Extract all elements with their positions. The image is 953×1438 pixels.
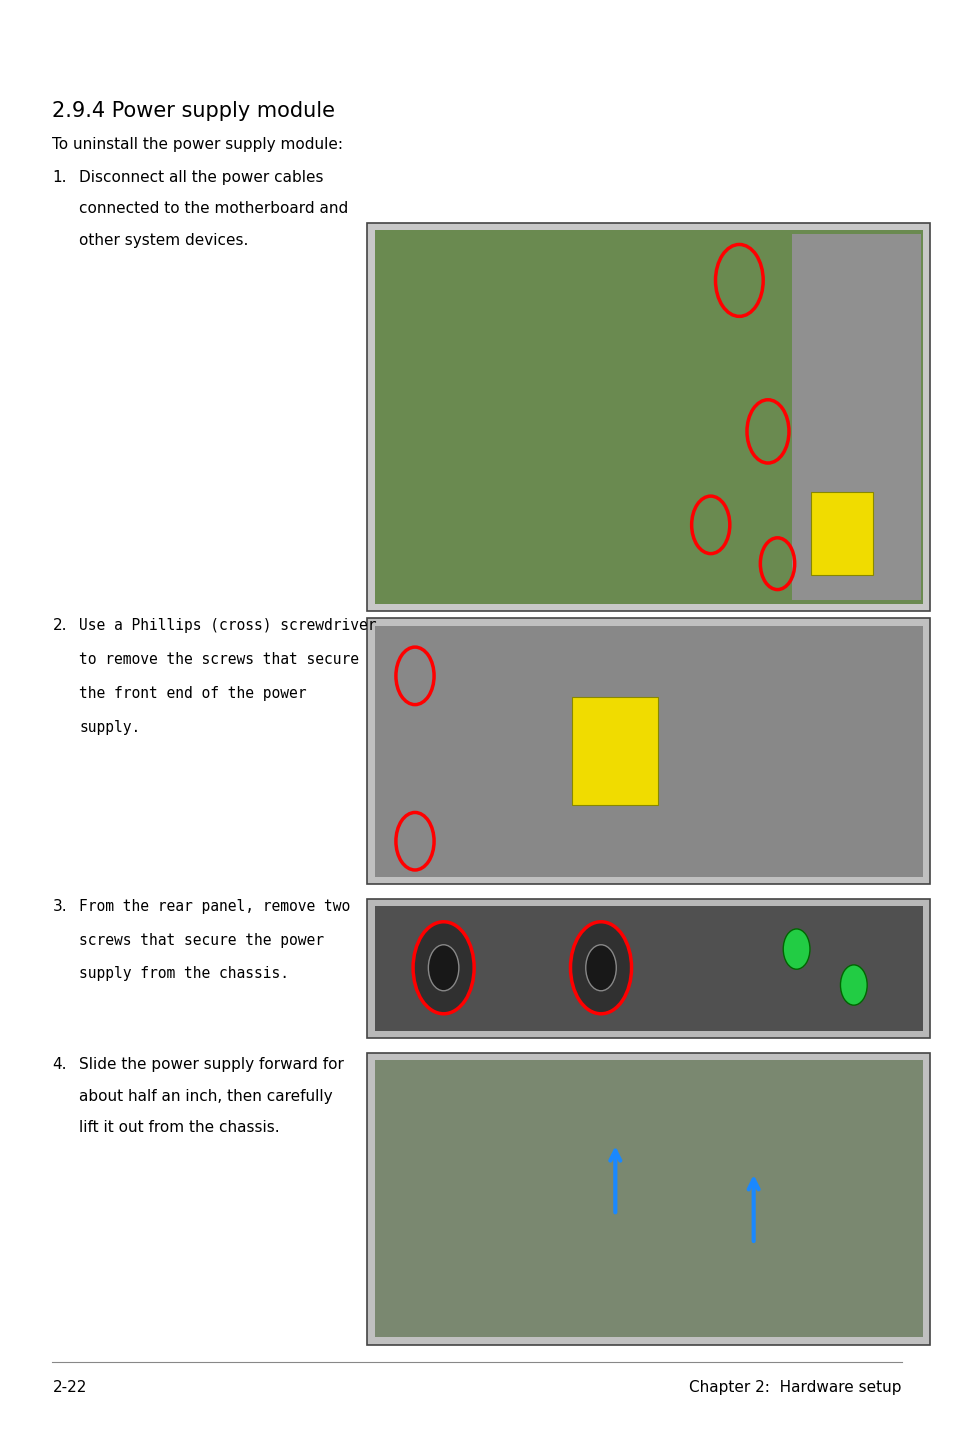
Circle shape <box>782 929 809 969</box>
Text: supply.: supply. <box>79 720 140 735</box>
Bar <box>375 626 922 877</box>
Bar <box>367 618 929 884</box>
Bar <box>810 492 872 575</box>
Bar <box>375 230 922 604</box>
Text: Slide the power supply forward for: Slide the power supply forward for <box>79 1057 344 1071</box>
Text: 2.: 2. <box>52 618 67 633</box>
Text: Use a Phillips (cross) screwdriver: Use a Phillips (cross) screwdriver <box>79 618 376 633</box>
Text: 1.: 1. <box>52 170 67 184</box>
Text: Chapter 2:  Hardware setup: Chapter 2: Hardware setup <box>688 1380 901 1395</box>
Circle shape <box>428 945 458 991</box>
Text: supply from the chassis.: supply from the chassis. <box>79 966 289 981</box>
Bar <box>367 223 929 611</box>
Bar <box>375 906 922 1031</box>
Circle shape <box>413 922 474 1014</box>
Text: 4.: 4. <box>52 1057 67 1071</box>
Bar <box>367 899 929 1038</box>
Text: From the rear panel, remove two: From the rear panel, remove two <box>79 899 350 913</box>
Text: To uninstall the power supply module:: To uninstall the power supply module: <box>52 137 343 151</box>
Text: 3.: 3. <box>52 899 67 913</box>
Bar <box>375 1060 922 1337</box>
Circle shape <box>570 922 631 1014</box>
Text: screws that secure the power: screws that secure the power <box>79 933 324 948</box>
Text: 2.9.4 Power supply module: 2.9.4 Power supply module <box>52 101 335 121</box>
Text: connected to the motherboard and: connected to the motherboard and <box>79 201 348 216</box>
Bar <box>367 1053 929 1345</box>
Text: the front end of the power: the front end of the power <box>79 686 306 700</box>
Bar <box>791 234 920 600</box>
Text: to remove the screws that secure: to remove the screws that secure <box>79 653 359 667</box>
Text: Disconnect all the power cables: Disconnect all the power cables <box>79 170 323 184</box>
Text: about half an inch, then carefully: about half an inch, then carefully <box>79 1089 333 1103</box>
Circle shape <box>840 965 866 1005</box>
Text: 2-22: 2-22 <box>52 1380 87 1395</box>
Text: lift it out from the chassis.: lift it out from the chassis. <box>79 1120 279 1135</box>
Bar <box>572 697 658 805</box>
Text: other system devices.: other system devices. <box>79 233 249 247</box>
Circle shape <box>585 945 616 991</box>
